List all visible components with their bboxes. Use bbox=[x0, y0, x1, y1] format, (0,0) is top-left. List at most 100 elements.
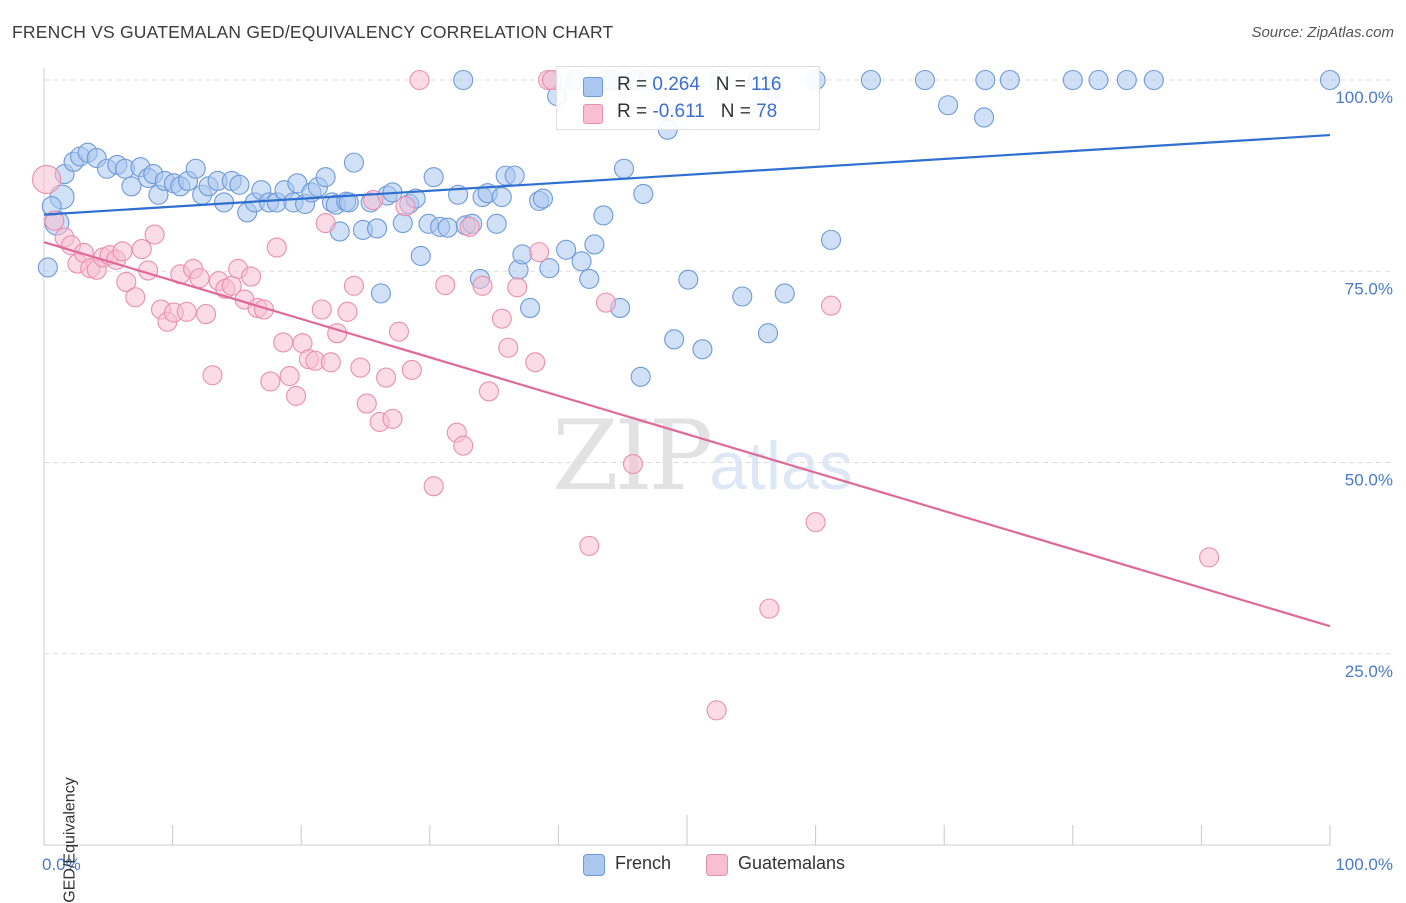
french-point bbox=[491, 186, 512, 208]
guatemalan-point bbox=[820, 295, 842, 316]
guatemalan-point bbox=[189, 268, 210, 289]
guatemalan-point bbox=[260, 371, 281, 392]
guatemalan-point bbox=[32, 164, 62, 194]
french-point bbox=[593, 205, 614, 226]
french-point bbox=[1143, 69, 1164, 91]
guatemalan-point bbox=[112, 241, 133, 262]
chart-source: Source: ZipAtlas.com bbox=[1251, 24, 1394, 41]
guatemalan-point bbox=[144, 224, 165, 245]
french-point bbox=[1062, 69, 1083, 91]
guatemalan-point bbox=[401, 359, 422, 380]
guatemalan-point bbox=[350, 357, 371, 378]
french-point bbox=[999, 69, 1020, 91]
guatemalan-point bbox=[382, 408, 403, 429]
guatemalan-point bbox=[195, 304, 217, 325]
french-point bbox=[423, 167, 444, 188]
legend-label-guatemalans: Guatemalans bbox=[738, 853, 846, 873]
french-point bbox=[532, 188, 554, 209]
legend-r-label: R = bbox=[617, 74, 653, 95]
legend-r-value-french: 0.264 bbox=[652, 74, 700, 95]
french-trend-line bbox=[43, 133, 1331, 216]
guatemalan-point bbox=[125, 287, 146, 308]
french-point bbox=[37, 257, 58, 278]
tick-labels: 25.0% 50.0% 75.0% 100.0% 0.0% 100.0% bbox=[42, 88, 1393, 874]
french-point bbox=[370, 283, 391, 304]
y-tick-label: 75.0% bbox=[1345, 279, 1393, 298]
guatemalan-point bbox=[579, 535, 600, 556]
guatemalan-point bbox=[388, 321, 409, 342]
guatemalan-point bbox=[498, 337, 519, 358]
series-legend: French Guatemalans bbox=[0, 852, 1406, 878]
french-point bbox=[975, 69, 996, 91]
guatemalan-point bbox=[1199, 547, 1220, 568]
guatemalan-point bbox=[459, 216, 480, 237]
guatemalan-point bbox=[279, 366, 300, 387]
guatemalan-point bbox=[327, 323, 348, 344]
guatemalan-point bbox=[315, 213, 336, 234]
french-point bbox=[820, 229, 842, 250]
legend-swatch-guatemalans bbox=[706, 854, 728, 876]
french-point bbox=[974, 107, 995, 128]
trend-lines bbox=[43, 133, 1331, 628]
guatemalan-point bbox=[395, 196, 416, 217]
guatemalan-point bbox=[356, 393, 377, 414]
guatemalan-point bbox=[253, 299, 274, 320]
legend-n-label: N = bbox=[720, 101, 757, 122]
x-tick-label: 0.0% bbox=[42, 855, 81, 874]
legend-label-french: French bbox=[615, 853, 672, 873]
guatemalan-trend-line bbox=[43, 241, 1331, 628]
french-point bbox=[504, 165, 525, 186]
guatemalan-point bbox=[453, 435, 474, 456]
guatemalan-point bbox=[44, 210, 65, 231]
french-point bbox=[678, 269, 699, 290]
guatemalan-point bbox=[286, 385, 307, 406]
french-point bbox=[1088, 69, 1109, 91]
french-point bbox=[1116, 69, 1137, 91]
guatemalan-point bbox=[435, 274, 456, 296]
french-point bbox=[229, 174, 250, 195]
guatemalan-point bbox=[176, 301, 197, 322]
french-point bbox=[453, 69, 474, 91]
french-point bbox=[757, 323, 779, 344]
y-tick-label: 100.0% bbox=[1335, 88, 1393, 107]
y-axis-label: GED/Equivalency bbox=[61, 777, 79, 903]
guatemalan-point bbox=[320, 352, 341, 373]
french-point bbox=[692, 339, 713, 360]
french-point bbox=[121, 176, 142, 197]
chart-title: FRENCH VS GUATEMALAN GED/EQUIVALENCY COR… bbox=[12, 22, 614, 42]
legend-n-value-guatemalan: 78 bbox=[756, 101, 778, 122]
french-point bbox=[613, 158, 635, 179]
guatemalan-point bbox=[131, 239, 152, 260]
french-point bbox=[664, 329, 685, 350]
guatemalan-point bbox=[116, 271, 137, 293]
french-point bbox=[287, 173, 308, 194]
guatemalan-point bbox=[409, 69, 430, 91]
french-point bbox=[486, 213, 507, 234]
legend-n-value-french: 116 bbox=[751, 74, 782, 95]
french-point bbox=[579, 268, 600, 289]
guatemalan-point bbox=[622, 453, 644, 475]
french-point bbox=[512, 244, 533, 265]
legend-swatch-french bbox=[583, 854, 605, 876]
guatemalan-point bbox=[376, 367, 397, 388]
french-point bbox=[630, 366, 651, 387]
guatemalan-point bbox=[472, 275, 493, 296]
french-point bbox=[392, 213, 413, 234]
french-point bbox=[539, 258, 560, 279]
guatemalan-point bbox=[805, 512, 826, 533]
correlation-legend: R = 0.264 N = 116 R = -0.611 N = 78 bbox=[556, 66, 820, 130]
legend-n-label: N = bbox=[715, 74, 752, 95]
french-point bbox=[367, 218, 388, 239]
guatemalan-point bbox=[311, 299, 332, 320]
axes bbox=[43, 68, 1331, 846]
french-point bbox=[732, 286, 753, 307]
guatemalan-point bbox=[337, 301, 358, 322]
guatemalan-point bbox=[273, 332, 294, 353]
french-point bbox=[338, 192, 359, 213]
guatemalan-point bbox=[266, 237, 287, 258]
guatemalan-point bbox=[525, 352, 546, 373]
guatemalan-point bbox=[423, 476, 444, 497]
french-point bbox=[185, 158, 206, 179]
french-point bbox=[633, 183, 654, 205]
